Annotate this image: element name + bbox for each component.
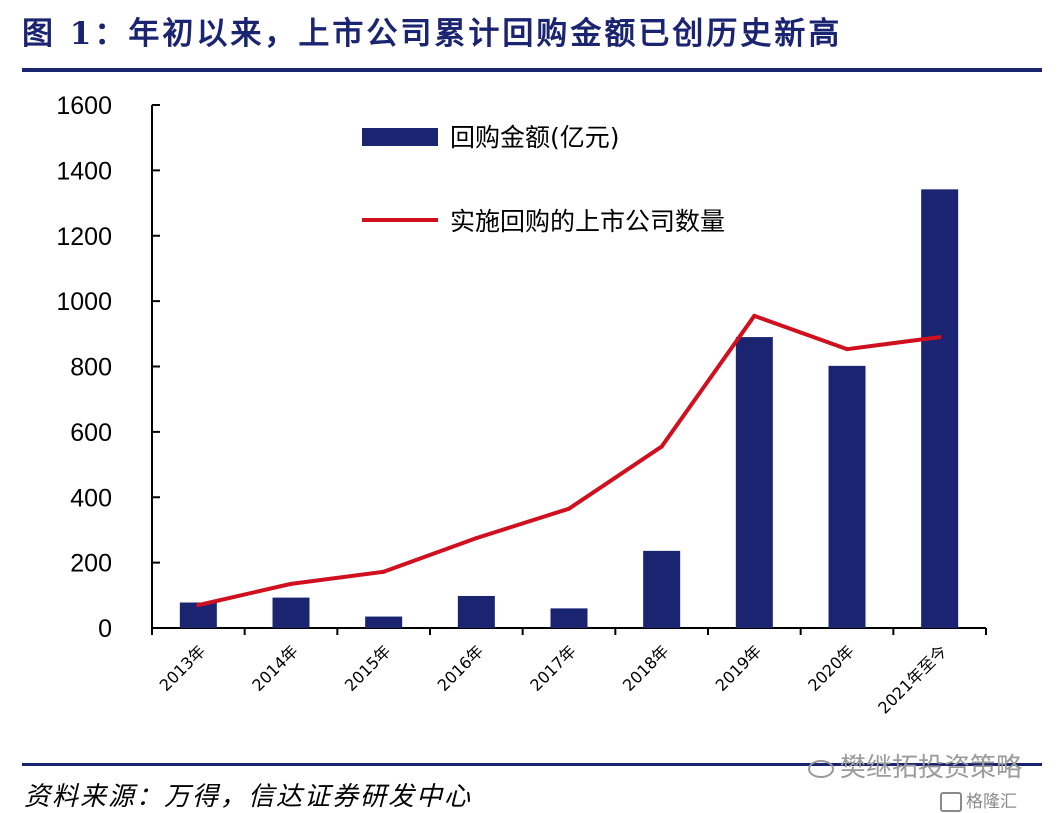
watermark-text: 樊继拓投资策略 (840, 753, 1023, 783)
watermark: 樊继拓投资策略 (808, 747, 1022, 784)
bar (643, 550, 681, 628)
line-point (196, 603, 201, 608)
y-tick-label: 200 (70, 550, 112, 578)
wechat-icon (808, 759, 834, 778)
x-tick-label: 2015年 (341, 641, 395, 695)
line-point (937, 335, 942, 340)
bottom-rule (22, 763, 1042, 766)
legend-bar-label: 回购金额(亿元) (450, 123, 620, 152)
y-tick-label: 1400 (56, 157, 112, 185)
figure-title: 图 1：年初以来，上市公司累计回购金额已创历史新高 (22, 16, 843, 52)
brand-text: 格隆汇 (966, 792, 1017, 812)
legend-bar-swatch (362, 128, 438, 146)
bar (457, 595, 495, 628)
x-tick-label: 2014年 (248, 641, 302, 695)
x-tick-label: 2017年 (526, 641, 580, 695)
line-point (752, 313, 757, 318)
bar (550, 608, 588, 628)
x-tick-label: 2013年 (156, 641, 210, 695)
line-point (381, 569, 386, 574)
x-tick-label: 2016年 (434, 641, 488, 695)
y-tick-label: 400 (70, 484, 112, 512)
y-tick-label: 1000 (56, 288, 112, 316)
bar (828, 365, 866, 628)
y-axis: 0 200 400 600 800 1000 1200 1400 1600 (56, 92, 160, 643)
line-point (289, 581, 293, 586)
y-tick-label: 0 (98, 615, 112, 643)
x-axis: 2013年 2014年 2015年 2016年 2017年 2018年 2019年 2020年… (151, 627, 987, 718)
x-tick-label: 2018年 (619, 641, 673, 695)
bar (365, 616, 403, 628)
line-series (196, 313, 942, 608)
bar (735, 337, 773, 628)
brand-logo: 格隆汇 (940, 787, 1017, 812)
line-point (567, 506, 571, 511)
line-point (659, 444, 664, 449)
legend-line-label: 实施回购的上市公司数量 (450, 207, 725, 236)
bar (272, 597, 310, 628)
legend: 回购金额(亿元) 实施回购的上市公司数量 (362, 123, 725, 236)
gelonghui-logo-icon (940, 792, 962, 812)
x-tick-label: 2020年 (804, 641, 858, 695)
line-point (474, 536, 479, 541)
y-tick-label: 1600 (56, 92, 112, 120)
y-tick-label: 1200 (56, 223, 112, 251)
bar-series (179, 189, 959, 629)
source-note: 资料来源：万得，信达证券研发中心 (24, 782, 473, 812)
line-path (197, 313, 940, 608)
x-tick-label: 2021年至今 (874, 641, 950, 717)
bar (921, 189, 959, 629)
top-rule (22, 68, 1042, 72)
line-point (845, 347, 849, 352)
x-tick-label: 2019年 (712, 641, 766, 695)
y-tick-label: 600 (70, 419, 112, 447)
y-tick-label: 800 (70, 354, 112, 382)
